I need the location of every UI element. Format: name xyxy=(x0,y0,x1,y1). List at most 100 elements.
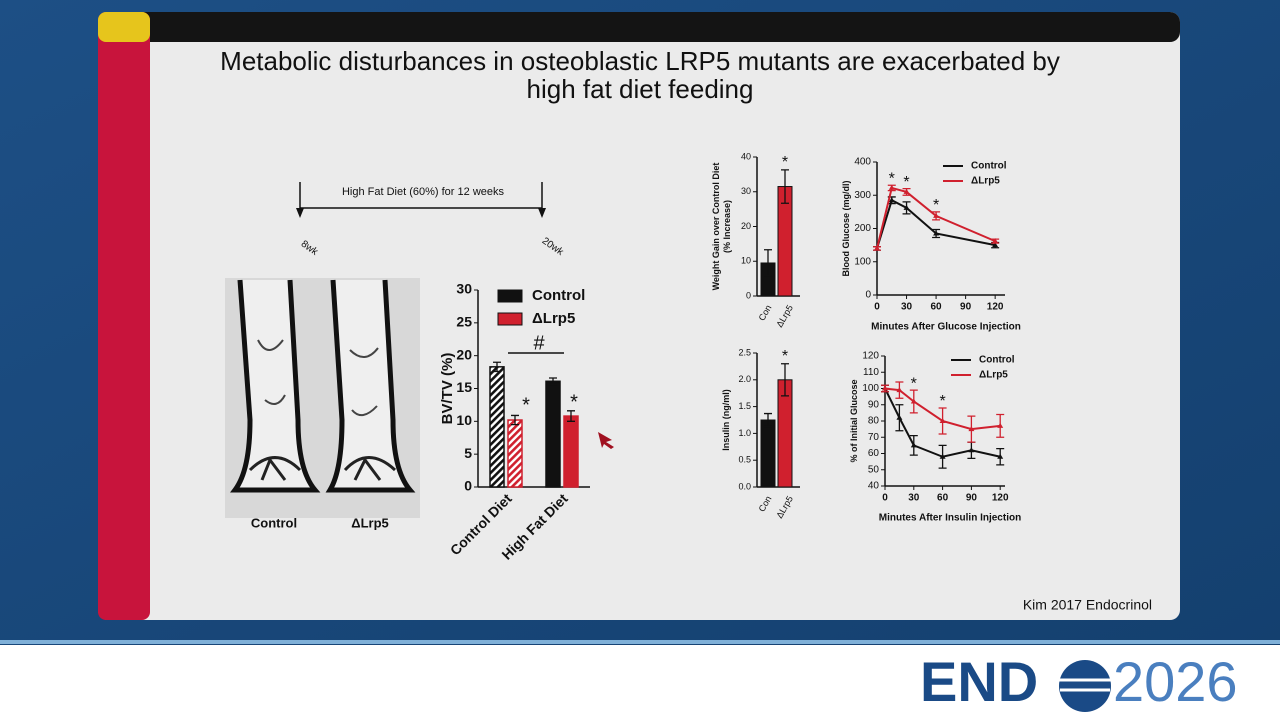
line xyxy=(884,388,1001,458)
error-bar xyxy=(764,249,772,277)
cursor xyxy=(598,432,614,449)
y-tick-label: 80 xyxy=(868,416,880,427)
image-label: ΔLrp5 xyxy=(351,515,389,530)
y-axis-label-line: Insulin (ng/ml) xyxy=(721,389,731,451)
y-tick-label: 30 xyxy=(456,281,472,297)
annotation: * xyxy=(933,197,939,214)
marker xyxy=(903,204,910,210)
legend-label: ΔLrp5 xyxy=(532,310,575,327)
x-tick-label: 30 xyxy=(901,302,913,313)
y-tick-label: 110 xyxy=(863,367,879,378)
y-tick-label: 0.5 xyxy=(738,455,751,465)
x-tick-label: 90 xyxy=(966,493,978,504)
marker xyxy=(939,418,946,423)
timeline-label: High Fat Diet (60%) for 12 weeks xyxy=(342,186,505,198)
marker xyxy=(933,230,940,236)
x-tick-label: 90 xyxy=(960,302,972,313)
marker xyxy=(997,453,1004,459)
annotation: # xyxy=(533,332,545,354)
error-bar xyxy=(493,361,501,373)
y-tick-label: 1.0 xyxy=(738,428,751,438)
legend-label: Control xyxy=(971,161,1007,172)
y-tick-label: 0 xyxy=(746,290,751,300)
marker xyxy=(882,385,888,391)
marker xyxy=(933,212,940,218)
title: Metabolic disturbances in osteoblastic L… xyxy=(220,46,1060,104)
marker xyxy=(997,422,1004,428)
marker xyxy=(888,184,895,190)
x-axis-label: Minutes After Insulin Injection xyxy=(879,513,1021,524)
corner xyxy=(98,12,150,42)
error-bar xyxy=(511,414,519,426)
legend-label: Control xyxy=(979,355,1015,366)
annotation: * xyxy=(782,154,788,171)
y-tick-label: 25 xyxy=(456,314,472,330)
marker xyxy=(903,188,910,194)
y-tick-label: 60 xyxy=(868,448,880,459)
micrograph xyxy=(225,278,420,518)
y-tick-label: 100 xyxy=(862,383,879,394)
legend-label: Control xyxy=(532,287,585,304)
marker xyxy=(896,414,903,420)
logo-right: 2026 xyxy=(1113,650,1238,713)
error-bar xyxy=(567,410,575,422)
annotation: * xyxy=(782,348,788,365)
y-tick-label: 2.5 xyxy=(738,347,751,357)
y-tick-label: 40 xyxy=(741,151,751,161)
y-tick-label: 5 xyxy=(464,445,472,461)
annotation: * xyxy=(939,393,945,410)
y-tick-label: 0 xyxy=(464,478,472,494)
side-bar xyxy=(98,12,150,620)
image-label: Control xyxy=(251,515,297,530)
y-axis-label-line: (% Increase) xyxy=(722,200,732,253)
y-tick-label: 100 xyxy=(854,256,871,267)
error-bar xyxy=(764,412,772,428)
y-tick-label: 300 xyxy=(854,190,871,201)
logo-left: END xyxy=(920,650,1038,713)
annotation: * xyxy=(522,394,530,416)
top-bar xyxy=(98,12,1180,42)
divider xyxy=(0,640,1280,644)
bar xyxy=(563,415,579,488)
x-tick-label: 120 xyxy=(987,302,1004,313)
annotation: * xyxy=(911,375,917,392)
y-tick-label: 20 xyxy=(456,346,472,362)
y-tick-label: 0.0 xyxy=(738,481,751,491)
logo-globe xyxy=(1059,660,1111,712)
marker xyxy=(910,442,917,448)
y-axis-label-line: Blood Glucose (mg/dl) xyxy=(841,180,851,276)
line xyxy=(884,387,1001,431)
y-axis-label: Weight Gain over Control Diet(% Increase… xyxy=(711,163,732,291)
bar xyxy=(507,419,523,488)
y-tick-label: 70 xyxy=(868,432,880,443)
y-tick-label: 10 xyxy=(456,412,472,428)
y-axis-label: % of Initial Glucose xyxy=(849,379,859,462)
x-tick-label: 120 xyxy=(992,493,1009,504)
y-tick-label: 20 xyxy=(741,221,751,231)
y-axis-label-line: Weight Gain over Control Diet xyxy=(711,163,721,291)
legend-label: ΔLrp5 xyxy=(979,370,1008,381)
x-axis-label: Minutes After Glucose Injection xyxy=(871,322,1021,333)
marker xyxy=(992,242,999,248)
y-axis-label: Blood Glucose (mg/dl) xyxy=(841,180,851,276)
error-bar xyxy=(549,377,557,386)
x-tick-label: 60 xyxy=(937,493,949,504)
legend-label: ΔLrp5 xyxy=(971,176,1000,187)
y-axis-label: BV/TV (%) xyxy=(439,353,456,425)
marker xyxy=(896,387,903,393)
marker xyxy=(968,447,975,453)
x-tick-label: 0 xyxy=(874,302,880,313)
y-tick-label: 30 xyxy=(741,186,751,196)
citation: Kim 2017 Endocrinol xyxy=(1023,597,1152,613)
x-tick-label: 30 xyxy=(908,493,920,504)
error-bar xyxy=(781,363,789,397)
annotation: * xyxy=(903,174,909,191)
y-tick-label: 1.5 xyxy=(738,401,751,411)
error-bar xyxy=(781,169,789,204)
marker xyxy=(992,238,999,244)
bar xyxy=(760,419,776,488)
annotation: * xyxy=(570,391,578,413)
y-axis-label-line: % of Initial Glucose xyxy=(849,379,859,462)
marker xyxy=(939,453,946,459)
